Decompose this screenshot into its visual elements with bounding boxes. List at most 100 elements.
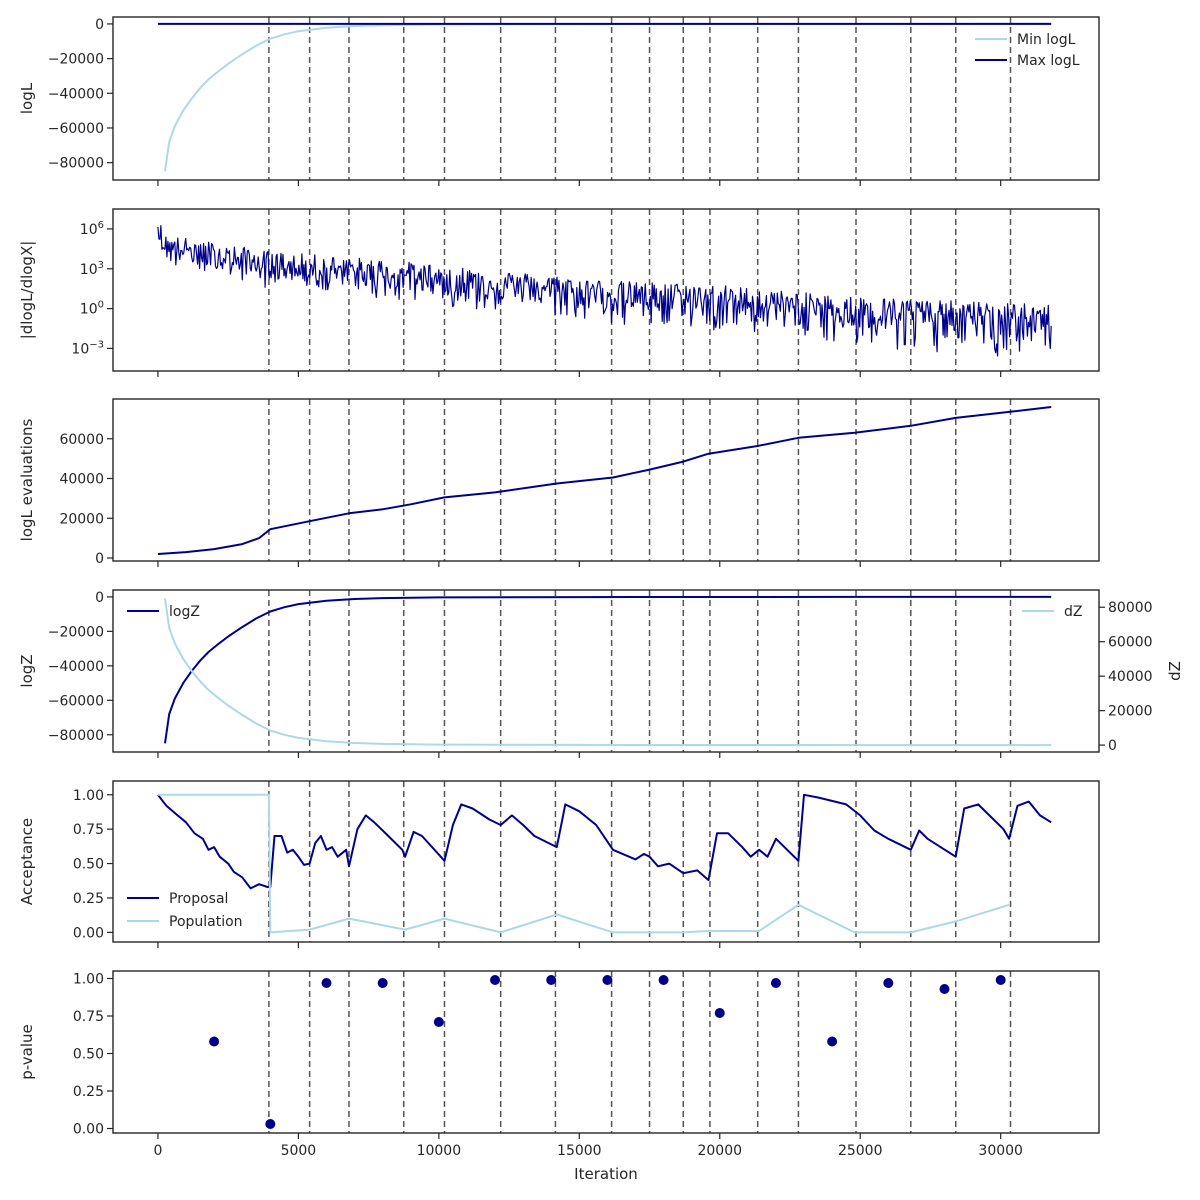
data-point	[546, 975, 557, 985]
legend-label: logZ	[169, 604, 200, 620]
panel-2: 106 103 100 10−3 |dlogL/dlogX|	[18, 208, 1100, 377]
series-line	[157, 406, 1052, 555]
y2-tick-label: 0	[1108, 738, 1117, 754]
y-tick-label: −40000	[48, 86, 104, 102]
x-axis-label: Iteration	[574, 1165, 638, 1183]
y-tick-label: 0	[95, 551, 104, 567]
y-tick-label: −20000	[48, 52, 104, 68]
y2-tick-label: 40000	[1108, 669, 1153, 685]
y-tick-label: 1.00	[73, 972, 104, 988]
x-tick-label: 20000	[697, 1143, 742, 1159]
panel-4-frame	[112, 589, 1100, 753]
x-tick-label: 10000	[417, 1143, 462, 1159]
y-tick-label: 106	[80, 220, 104, 238]
panel-3-series	[157, 406, 1052, 555]
panel-1-frame	[112, 16, 1100, 181]
series-line	[157, 225, 1052, 357]
y-tick-label: −80000	[48, 156, 104, 172]
y-axis-label: |dlogL/dlogX|	[18, 241, 36, 340]
panel-3-insertion-lines	[268, 399, 1012, 561]
y-tick-label: 0.75	[73, 1009, 104, 1025]
y2-axis-label: dZ	[1166, 661, 1184, 681]
y-tick-label: 0	[95, 590, 104, 606]
y-tick-label: 100	[80, 300, 104, 318]
data-point	[209, 1036, 220, 1047]
data-point	[658, 975, 669, 985]
series-line	[157, 793, 1010, 934]
panel-5-series	[157, 793, 1052, 934]
series-line	[164, 595, 1052, 744]
panel-6-series	[209, 975, 1006, 1129]
y-axis-label: logL	[18, 82, 36, 114]
y-tick-label: 0.00	[73, 1122, 104, 1138]
panel-1: 0 −20000 −40000 −60000 −80000 logL Min logL Max…	[18, 16, 1100, 186]
y-tick-label: 60000	[59, 432, 104, 448]
data-point	[939, 984, 950, 994]
y2-tick-label: 80000	[1108, 600, 1153, 616]
panel-6-frame	[112, 970, 1100, 1134]
panel-5: 1.00 0.75 0.50 0.25 0.00 Acceptance Proposal Po…	[18, 780, 1100, 948]
legend-label: Min logL	[1017, 32, 1076, 48]
data-point	[714, 1008, 725, 1018]
y-tick-label: 20000	[59, 511, 104, 527]
y-tick-label: −60000	[48, 693, 104, 709]
panel-3-frame	[112, 398, 1100, 562]
y-tick-label: 40000	[59, 472, 104, 488]
data-point	[995, 975, 1006, 985]
data-point	[490, 975, 501, 985]
y-tick-label: 0.50	[73, 857, 104, 873]
y-tick-label: 0.50	[73, 1047, 104, 1063]
y-axis-label: logL evaluations	[18, 418, 36, 541]
panel-6-insertion-lines	[268, 971, 1012, 1133]
panel-2-frame	[112, 208, 1100, 372]
data-point	[321, 978, 332, 988]
panel-4-insertion-lines	[268, 590, 1012, 752]
legend-label: Population	[169, 914, 243, 930]
x-tick-label: 30000	[978, 1143, 1023, 1159]
panel-3: 0 20000 40000 60000 logL evaluations	[18, 398, 1100, 567]
y-tick-label: −60000	[48, 121, 104, 137]
y-tick-label: −20000	[48, 624, 104, 640]
panel-1-insertion-lines	[268, 17, 1012, 180]
data-point	[433, 1017, 444, 1027]
y-axis-label: p-value	[18, 1024, 36, 1080]
data-point	[770, 978, 781, 988]
y-tick-label: 0.25	[73, 891, 104, 907]
y-tick-label: 0.75	[73, 822, 104, 838]
y-tick-label: 1.00	[73, 788, 104, 804]
legend-label: dZ	[1064, 604, 1082, 620]
y-tick-label: −40000	[48, 659, 104, 675]
series-line	[164, 22, 1052, 172]
panel-5-frame	[112, 780, 1100, 943]
series-line	[164, 598, 1052, 747]
y-axis-label: logZ	[18, 654, 36, 687]
x-tick-label: 5000	[281, 1143, 317, 1159]
y-tick-label: 10−3	[71, 339, 104, 357]
y-tick-label: 0.00	[73, 925, 104, 941]
data-point	[377, 978, 388, 988]
data-point	[883, 978, 894, 988]
data-point	[827, 1036, 838, 1047]
panel-1-series	[157, 22, 1052, 172]
x-tick-label: 25000	[838, 1143, 883, 1159]
series-line	[157, 793, 1052, 890]
panel-4-series	[164, 595, 1052, 747]
legend-label: Proposal	[169, 891, 228, 907]
y2-tick-label: 60000	[1108, 635, 1153, 651]
panel-6: 1.00 0.75 0.50 0.25 0.00 0 5000 10000 15000 20000…	[18, 970, 1100, 1183]
y-tick-label: −80000	[48, 728, 104, 744]
panel-2-series	[157, 225, 1052, 357]
y-tick-label: 0.25	[73, 1084, 104, 1100]
panel-4: 0 −20000 −40000 −60000 −80000 logZ 80000 60000 4…	[18, 589, 1184, 758]
y-tick-label: 0	[95, 17, 104, 33]
data-point	[602, 975, 613, 985]
y2-tick-label: 20000	[1108, 704, 1153, 720]
data-point	[265, 1119, 276, 1129]
y-tick-label: 103	[80, 260, 104, 278]
y-axis-label: Acceptance	[18, 818, 36, 905]
legend-label: Max logL	[1017, 53, 1080, 69]
x-tick-label: 0	[153, 1143, 162, 1159]
panel-5-insertion-lines	[268, 781, 1012, 942]
x-tick-label: 15000	[557, 1143, 602, 1159]
